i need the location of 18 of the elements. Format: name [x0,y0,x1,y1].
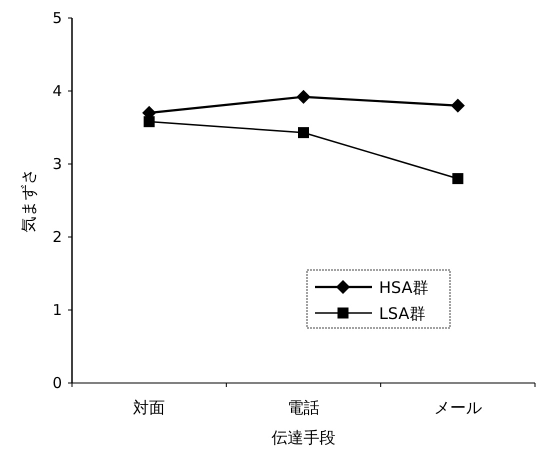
legend-label: LSA群 [379,304,426,323]
point [450,98,465,113]
point [452,173,464,184]
y-tick-label: 5 [52,9,62,27]
y-tick-label: 0 [52,374,62,392]
x-tick-label: 電話 [288,398,320,417]
y-tick-label: 1 [52,301,62,319]
point [144,116,155,128]
y-tick-label: 3 [52,155,62,173]
y-tick-label: 4 [52,82,62,100]
point [296,90,310,104]
x-tick-label: 対面 [133,398,166,417]
point [298,127,309,138]
legend-label: HSA群 [379,278,428,297]
y-axis-title: 気まずさ [19,168,38,232]
x-axis-title: 伝達手段 [272,428,336,447]
x-tick-label: メール [434,398,482,417]
y-tick-label: 2 [52,228,62,246]
